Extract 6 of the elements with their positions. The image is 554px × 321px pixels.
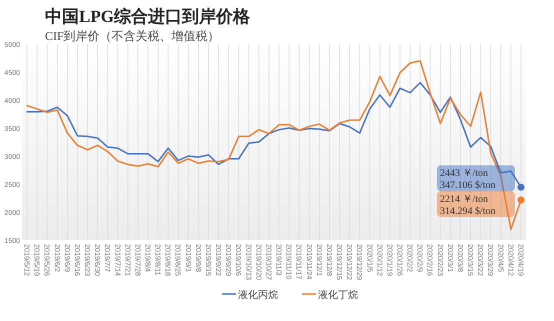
legend-label: 液化丙烷 [238,289,278,301]
annotation: 2443 ￥/ton 347.106 $/ton [440,168,496,192]
legend-label: 液化丁烷 [318,289,358,301]
annotation: 2214 ￥/ton 314.294 $/ton [440,194,496,218]
chart-subtitle: CIF到岸价（不含关税、增值税） [45,29,220,43]
chart-title: 中国LPG综合进口到岸价格 [45,7,251,26]
